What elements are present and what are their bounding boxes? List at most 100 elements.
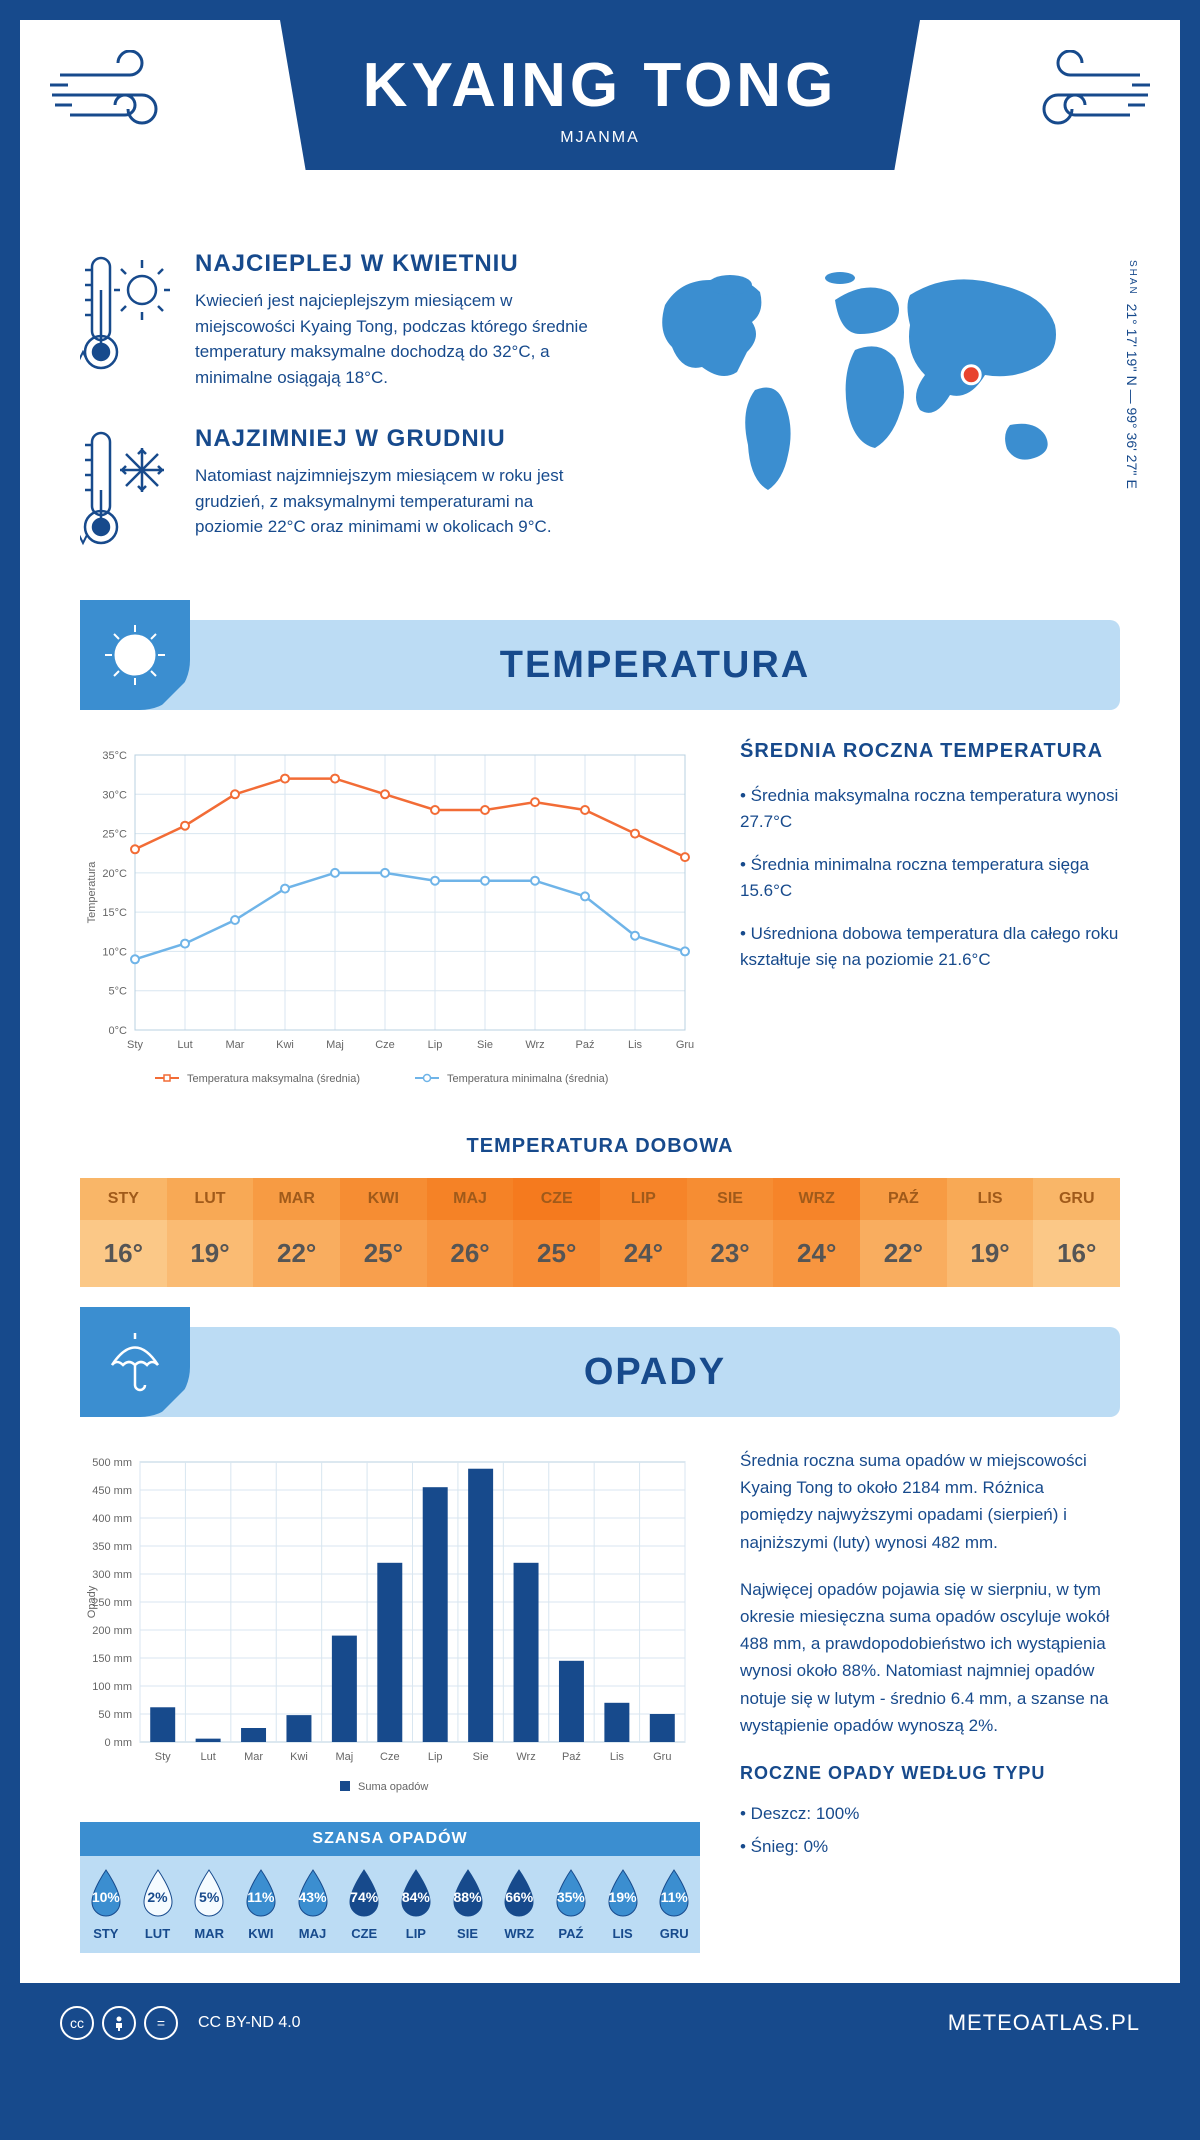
header: KYAING TONG MJANMA <box>20 20 1180 230</box>
by-icon <box>102 2006 136 2040</box>
svg-text:Sie: Sie <box>473 1751 489 1763</box>
nd-icon: = <box>144 2006 178 2040</box>
page-subtitle: MJANMA <box>280 129 920 147</box>
svg-text:20°C: 20°C <box>102 868 127 880</box>
precipitation-column: 0 mm50 mm100 mm150 mm200 mm250 mm300 mm3… <box>80 1447 700 1953</box>
precipitation-bar-chart: 0 mm50 mm100 mm150 mm200 mm250 mm300 mm3… <box>80 1447 700 1807</box>
title-banner: KYAING TONG MJANMA <box>280 20 920 170</box>
chance-col: 35%PAŹ <box>545 1856 597 1953</box>
temp-table-col: CZE25° <box>513 1178 600 1287</box>
chance-col: 10%STY <box>80 1856 132 1953</box>
svg-text:Suma opadów: Suma opadów <box>358 1781 428 1793</box>
license-text: CC BY-ND 4.0 <box>198 2014 301 2032</box>
chance-col: 2%LUT <box>132 1856 184 1953</box>
precipitation-section-header: OPADY <box>80 1327 1120 1417</box>
svg-text:Gru: Gru <box>676 1039 694 1051</box>
svg-text:Temperatura maksymalna (średni: Temperatura maksymalna (średnia) <box>187 1073 360 1085</box>
svg-text:400 mm: 400 mm <box>92 1513 132 1525</box>
temp-summary-title: ŚREDNIA ROCZNA TEMPERATURA <box>740 740 1120 763</box>
temp-bullet: • Uśredniona dobowa temperatura dla całe… <box>740 921 1120 972</box>
temperature-summary: ŚREDNIA ROCZNA TEMPERATURA • Średnia mak… <box>740 740 1120 1105</box>
temp-table-col: LUT19° <box>167 1178 254 1287</box>
svg-text:Gru: Gru <box>653 1751 671 1763</box>
svg-text:15°C: 15°C <box>102 907 127 919</box>
warmest-title: NAJCIEPLEJ W KWIETNIU <box>195 250 600 278</box>
svg-text:Paź: Paź <box>562 1751 581 1763</box>
svg-text:Lut: Lut <box>200 1751 215 1763</box>
svg-text:Mar: Mar <box>244 1751 263 1763</box>
svg-text:150 mm: 150 mm <box>92 1653 132 1665</box>
svg-text:Lis: Lis <box>610 1751 625 1763</box>
svg-text:100 mm: 100 mm <box>92 1681 132 1693</box>
svg-text:Sty: Sty <box>127 1039 143 1051</box>
svg-text:300 mm: 300 mm <box>92 1569 132 1581</box>
page-title: KYAING TONG <box>280 20 920 121</box>
svg-text:Lis: Lis <box>628 1039 643 1051</box>
license-block: cc = CC BY-ND 4.0 <box>60 2006 301 2040</box>
coldest-text: Natomiast najzimniejszym miesiącem w rok… <box>195 463 600 540</box>
temperature-line-chart: 0°C5°C10°C15°C20°C25°C30°C35°CStyLutMarK… <box>80 740 700 1105</box>
intro-section: NAJCIEPLEJ W KWIETNIU Kwiecień jest najc… <box>20 230 1180 620</box>
precip-type-title: ROCZNE OPADY WEDŁUG TYPU <box>740 1759 1120 1788</box>
chance-col: 88%SIE <box>442 1856 494 1953</box>
svg-text:450 mm: 450 mm <box>92 1485 132 1497</box>
svg-text:Maj: Maj <box>336 1751 354 1763</box>
daily-temp-title: TEMPERATURA DOBOWA <box>80 1135 1120 1158</box>
precipitation-summary: Średnia roczna suma opadów w miejscowośc… <box>740 1447 1120 1953</box>
world-map <box>640 250 1120 510</box>
warmest-block: NAJCIEPLEJ W KWIETNIU Kwiecień jest najc… <box>80 250 600 390</box>
temp-table-col: MAR22° <box>253 1178 340 1287</box>
temp-bullet: • Średnia minimalna roczna temperatura s… <box>740 852 1120 903</box>
chance-title: SZANSA OPADÓW <box>80 1822 700 1856</box>
precipitation-body: 0 mm50 mm100 mm150 mm200 mm250 mm300 mm3… <box>20 1417 1180 1983</box>
svg-text:Maj: Maj <box>326 1039 344 1051</box>
rain-chance-strip: SZANSA OPADÓW 10%STY2%LUT5%MAR11%KWI43%M… <box>80 1822 700 1953</box>
warmest-text: Kwiecień jest najcieplejszym miesiącem w… <box>195 288 600 390</box>
svg-text:30°C: 30°C <box>102 789 127 801</box>
svg-text:Lip: Lip <box>428 1751 443 1763</box>
svg-text:5°C: 5°C <box>109 986 128 998</box>
svg-text:0 mm: 0 mm <box>105 1737 133 1749</box>
svg-text:Cze: Cze <box>380 1751 400 1763</box>
page: KYAING TONG MJANMA <box>20 20 1180 2063</box>
location-marker-icon <box>962 366 980 384</box>
precip-by-type: ROCZNE OPADY WEDŁUG TYPU • Deszcz: 100% … <box>740 1759 1120 1860</box>
svg-text:Sie: Sie <box>477 1039 493 1051</box>
temperature-body: 0°C5°C10°C15°C20°C25°C30°C35°CStyLutMarK… <box>20 710 1180 1135</box>
umbrella-icon <box>80 1307 190 1417</box>
svg-text:Paź: Paź <box>576 1039 595 1051</box>
sun-icon <box>80 600 190 710</box>
temperature-section-header: TEMPERATURA <box>80 620 1120 710</box>
svg-text:350 mm: 350 mm <box>92 1541 132 1553</box>
temp-table-col: STY16° <box>80 1178 167 1287</box>
section-title: OPADY <box>190 1351 1120 1394</box>
temp-table-col: MAJ26° <box>427 1178 514 1287</box>
chance-col: 11%KWI <box>235 1856 287 1953</box>
temp-bullet: • Średnia maksymalna roczna temperatura … <box>740 783 1120 834</box>
svg-text:Wrz: Wrz <box>516 1751 535 1763</box>
chance-col: 19%LIS <box>597 1856 649 1953</box>
svg-text:Temperatura minimalna (średnia: Temperatura minimalna (średnia) <box>447 1073 608 1085</box>
brand-label: METEOATLAS.PL <box>948 2010 1140 2036</box>
precip-type-item: • Śnieg: 0% <box>740 1833 1120 1860</box>
svg-text:Temperatura: Temperatura <box>86 861 98 924</box>
thermometer-snow-icon <box>80 425 170 545</box>
temp-table-col: KWI25° <box>340 1178 427 1287</box>
coldest-title: NAJZIMNIEJ W GRUDNIU <box>195 425 600 453</box>
svg-text:10°C: 10°C <box>102 946 127 958</box>
precip-type-item: • Deszcz: 100% <box>740 1800 1120 1827</box>
temp-table-col: GRU16° <box>1033 1178 1120 1287</box>
cc-icon: cc <box>60 2006 94 2040</box>
temp-table-col: PAŹ22° <box>860 1178 947 1287</box>
svg-text:Kwi: Kwi <box>276 1039 294 1051</box>
daily-temp-table: STY16°LUT19°MAR22°KWI25°MAJ26°CZE25°LIP2… <box>80 1178 1120 1287</box>
temp-table-col: WRZ24° <box>773 1178 860 1287</box>
precip-para: Najwięcej opadów pojawia się w sierpniu,… <box>740 1576 1120 1739</box>
svg-text:35°C: 35°C <box>102 750 127 762</box>
chance-col: 5%MAR <box>183 1856 235 1953</box>
temp-table-col: LIP24° <box>600 1178 687 1287</box>
svg-text:Lut: Lut <box>177 1039 192 1051</box>
chance-col: 11%GRU <box>648 1856 700 1953</box>
wind-icon <box>50 50 190 145</box>
temp-table-col: LIS19° <box>947 1178 1034 1287</box>
